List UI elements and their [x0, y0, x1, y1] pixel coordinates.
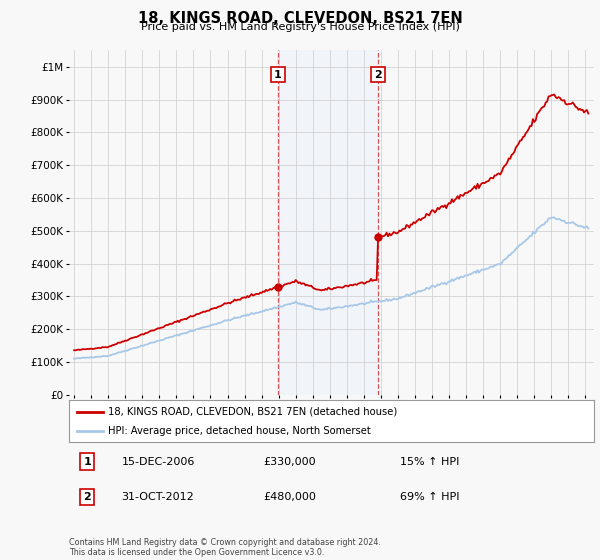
Text: 69% ↑ HPI: 69% ↑ HPI — [400, 492, 459, 502]
Bar — [278, 50, 378, 395]
Text: 18, KINGS ROAD, CLEVEDON, BS21 7EN (detached house): 18, KINGS ROAD, CLEVEDON, BS21 7EN (deta… — [109, 407, 398, 417]
Text: 15-DEC-2006: 15-DEC-2006 — [121, 456, 195, 466]
Text: 1: 1 — [83, 456, 91, 466]
Text: 1: 1 — [274, 69, 282, 80]
Text: 31-OCT-2012: 31-OCT-2012 — [121, 492, 194, 502]
Text: 18, KINGS ROAD, CLEVEDON, BS21 7EN: 18, KINGS ROAD, CLEVEDON, BS21 7EN — [137, 11, 463, 26]
Text: £480,000: £480,000 — [263, 492, 316, 502]
Text: 2: 2 — [83, 492, 91, 502]
Text: Price paid vs. HM Land Registry's House Price Index (HPI): Price paid vs. HM Land Registry's House … — [140, 22, 460, 32]
Text: £330,000: £330,000 — [263, 456, 316, 466]
Text: 15% ↑ HPI: 15% ↑ HPI — [400, 456, 459, 466]
Text: Contains HM Land Registry data © Crown copyright and database right 2024.
This d: Contains HM Land Registry data © Crown c… — [69, 538, 381, 557]
Text: 2: 2 — [374, 69, 382, 80]
Text: HPI: Average price, detached house, North Somerset: HPI: Average price, detached house, Nort… — [109, 426, 371, 436]
